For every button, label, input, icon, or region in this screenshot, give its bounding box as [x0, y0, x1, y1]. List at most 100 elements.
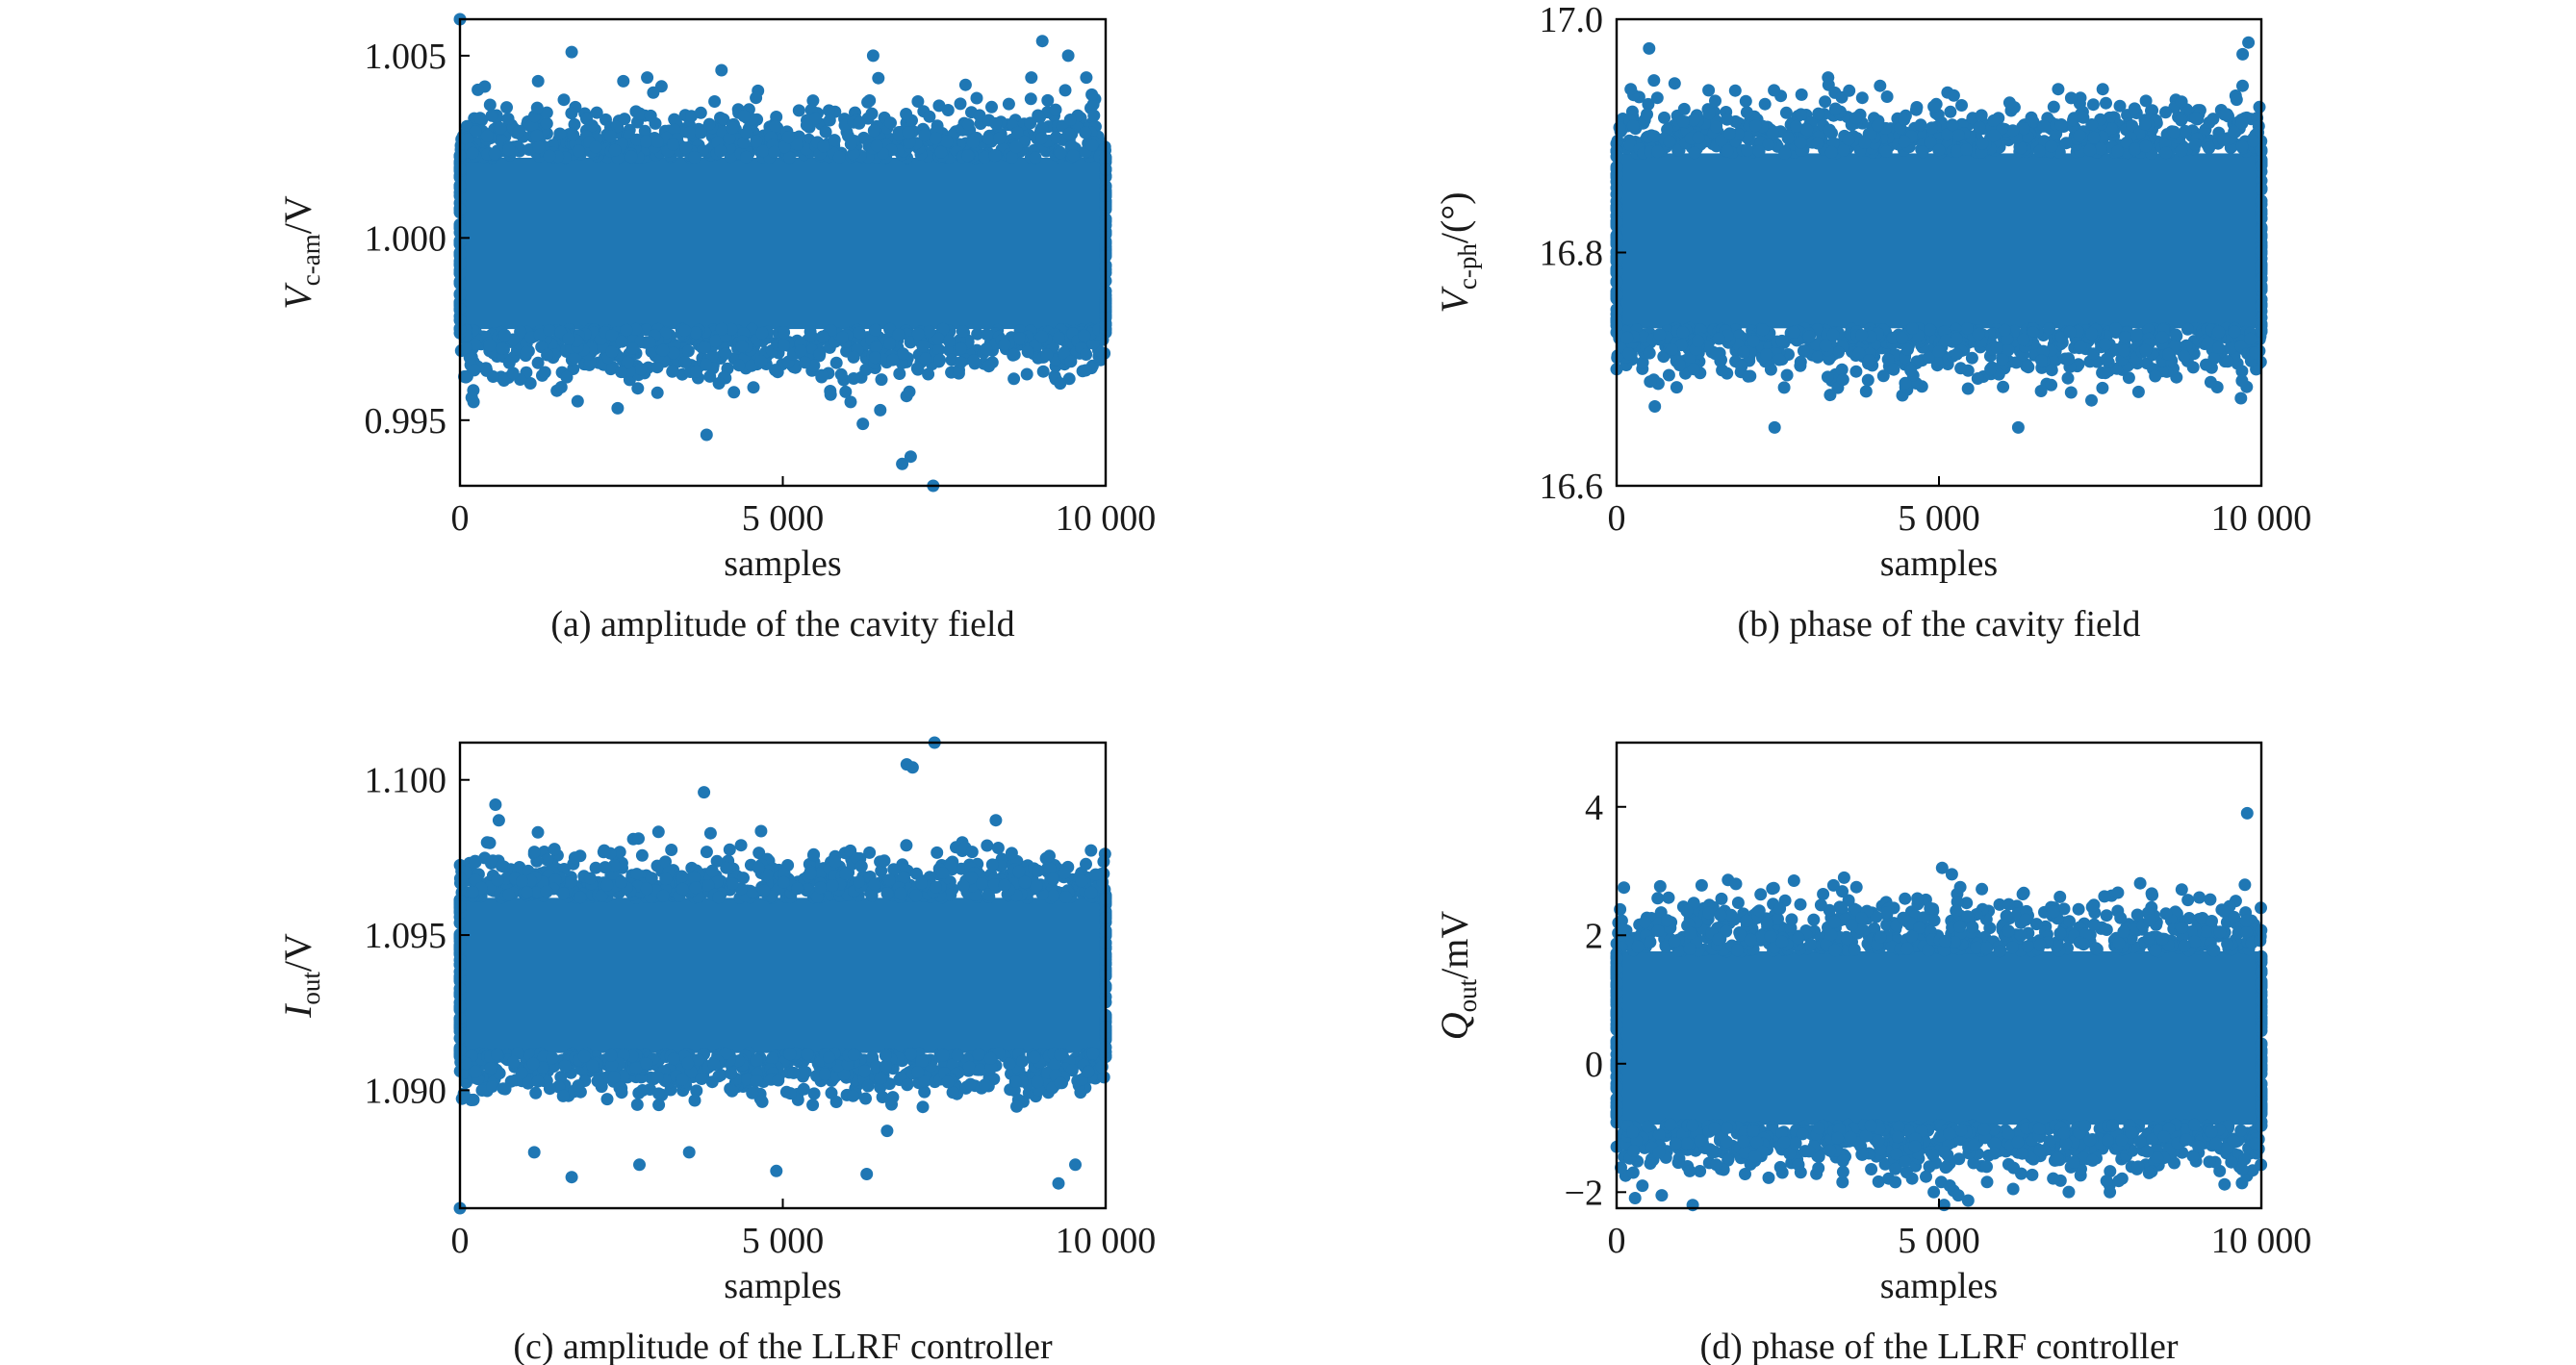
- scatter-point: [883, 337, 897, 350]
- scatter-point: [688, 1094, 701, 1107]
- y-axis-label: Vc-ph/(°): [1433, 191, 1482, 313]
- scatter-point: [1971, 372, 1984, 385]
- scatter-point: [1035, 132, 1049, 145]
- scatter-point: [2100, 96, 2112, 110]
- scatter-point: [954, 97, 967, 111]
- scatter-point: [911, 1066, 925, 1078]
- scatter-point: [976, 877, 988, 890]
- scatter-outlier: [1035, 35, 1049, 48]
- scatter-point: [558, 1059, 572, 1073]
- scatter-outlier: [2064, 386, 2078, 399]
- scatter-point: [810, 891, 824, 903]
- scatter-point: [800, 118, 813, 132]
- scatter-point: [2094, 142, 2107, 156]
- scatter-point: [1996, 122, 2009, 136]
- scatter-outlier: [1687, 363, 1700, 376]
- scatter-point: [1855, 329, 1869, 342]
- scatter-point: [1859, 385, 1873, 398]
- scatter-point: [554, 381, 568, 393]
- scatter-point: [615, 335, 628, 348]
- scatter-point: [2087, 347, 2101, 361]
- scatter-point: [869, 351, 881, 365]
- scatter-point: [964, 1077, 978, 1091]
- scatter-point: [1749, 119, 1763, 133]
- scatter-point: [1973, 120, 1986, 134]
- scatter-point: [700, 358, 713, 371]
- scatter-point: [1768, 84, 1781, 97]
- scatter-point: [1990, 341, 2003, 354]
- scatter-point: [1013, 332, 1026, 345]
- scatter-point: [1653, 328, 1667, 341]
- scatter-point: [750, 135, 763, 148]
- scatter-point: [1849, 365, 1863, 378]
- scatter-point: [853, 116, 866, 130]
- scatter-point: [797, 1066, 810, 1079]
- scatter-point: [591, 1074, 604, 1088]
- scatter-point: [778, 875, 790, 889]
- scatter-point: [1687, 114, 1700, 127]
- scatter-point: [1016, 1054, 1029, 1068]
- scatter-point: [484, 1062, 497, 1075]
- scatter-point: [1009, 140, 1023, 154]
- scatter-point: [698, 341, 711, 354]
- scatter-point: [1613, 121, 1626, 134]
- scatter-point: [829, 356, 843, 369]
- scatter-point: [1775, 334, 1789, 347]
- scatter-point: [894, 887, 907, 900]
- scatter-point: [2006, 124, 2020, 138]
- scatter-point: [973, 109, 986, 122]
- y-tick-label: 16.8: [1540, 234, 1604, 274]
- scatter-point: [875, 864, 888, 877]
- scatter-point: [725, 1067, 738, 1080]
- scatter-point: [847, 350, 860, 364]
- scatter-point: [1802, 330, 1816, 343]
- scatter-point: [978, 150, 991, 164]
- x-tick-label: 10 000: [2211, 498, 2312, 539]
- scatter-point: [703, 826, 717, 840]
- x-tick-label: 10 000: [1056, 1221, 1157, 1261]
- scatter-point: [1954, 362, 1968, 375]
- scatter-point: [2026, 1168, 2039, 1181]
- scatter-point: [1861, 373, 1875, 387]
- panel-caption: (b) phase of the cavity field: [1738, 604, 2141, 645]
- scatter-point: [486, 370, 499, 383]
- scatter-point: [2181, 322, 2194, 336]
- scatter-point: [1062, 127, 1076, 140]
- scatter-point: [498, 328, 512, 341]
- scatter-point: [2234, 392, 2248, 405]
- scatter-point: [961, 149, 975, 163]
- scatter-point: [1794, 136, 1807, 149]
- scatter-point: [1035, 121, 1049, 135]
- scatter-point: [1715, 134, 1728, 147]
- scatter-point: [1003, 1057, 1016, 1071]
- scatter-point: [2035, 354, 2048, 367]
- scatter-point: [905, 1048, 917, 1061]
- scatter-point: [1872, 1175, 1885, 1188]
- x-axis-label: samples: [724, 1266, 841, 1306]
- scatter-point: [714, 1069, 727, 1081]
- scatter-point: [540, 117, 553, 130]
- scatter-point: [1951, 332, 1963, 345]
- x-tick-label: 5 000: [742, 1221, 825, 1261]
- scatter-point: [2002, 343, 2015, 357]
- scatter-point: [737, 110, 751, 123]
- scatter-point: [1790, 119, 1803, 133]
- scatter-point: [1941, 128, 1954, 141]
- scatter-point: [941, 1075, 955, 1089]
- scatter-point: [2175, 114, 2188, 127]
- scatter-point: [1020, 367, 1033, 381]
- scatter-point: [1002, 97, 1015, 111]
- scatter-point: [590, 106, 603, 119]
- scatter-point: [617, 1069, 630, 1082]
- scatter-point: [585, 119, 599, 133]
- scatter-point: [832, 150, 846, 164]
- scatter-point: [972, 1048, 985, 1061]
- scatter-point: [1087, 109, 1101, 122]
- scatter-point: [1836, 1175, 1849, 1189]
- scatter-point: [1097, 855, 1110, 869]
- scatter-point: [1952, 1152, 1966, 1166]
- scatter-point: [1899, 376, 1912, 390]
- scatter-point: [2235, 116, 2249, 130]
- scatter-point: [816, 330, 829, 343]
- scatter-point: [967, 354, 981, 367]
